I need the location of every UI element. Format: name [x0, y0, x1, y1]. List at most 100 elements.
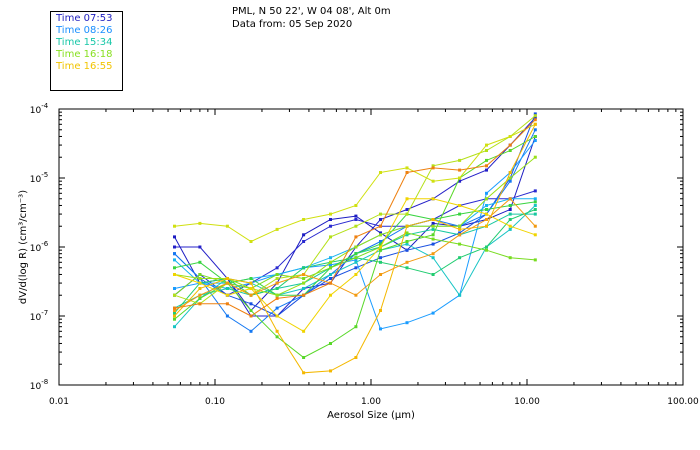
data-point: [302, 233, 306, 237]
y-axis-label: dV/d(log R) (cm³/cm⁻³): [18, 190, 29, 304]
x-axis-label: Aerosol Size (µm): [327, 410, 415, 421]
x-tick-label: 1.00: [361, 397, 381, 407]
chart-header: PML, N 50 22', W 04 08', Alt 0m Data fro…: [232, 5, 391, 31]
data-point: [173, 306, 176, 310]
data-point: [458, 293, 462, 297]
y-tick-label: 10-8: [30, 378, 48, 392]
data-point: [354, 260, 358, 264]
x-tick-label: 0.10: [205, 397, 225, 407]
data-point: [533, 139, 537, 142]
data-point: [198, 287, 202, 290]
data-point: [379, 231, 382, 235]
data-point: [508, 135, 512, 138]
data-point: [275, 314, 279, 318]
data-point: [458, 233, 462, 237]
data-point: [198, 273, 202, 276]
data-point: [173, 314, 176, 318]
data-point: [275, 281, 279, 285]
data-point: [302, 218, 306, 221]
data-point: [198, 245, 202, 249]
data-point: [198, 260, 202, 264]
data-point: [458, 231, 462, 235]
series-line: [174, 140, 536, 330]
data-point: [329, 235, 332, 239]
data-point: [329, 260, 332, 264]
data-point: [275, 227, 279, 231]
data-point: [225, 224, 229, 228]
data-point: [379, 212, 382, 216]
plot-frame: [58, 108, 684, 386]
data-point: [533, 155, 537, 159]
data-point: [405, 266, 409, 270]
data-point: [431, 166, 435, 170]
data-point: [354, 266, 358, 270]
series-group: [173, 112, 537, 375]
data-point: [508, 256, 512, 260]
data-point: [329, 218, 332, 221]
data-point: [431, 256, 435, 260]
data-point: [329, 342, 332, 345]
axis-ticks: 0.01 0.10 1.00 10.00 100.00 10-8 10-7 10-6 10-5 1…: [30, 102, 699, 407]
data-point: [354, 204, 358, 207]
data-point: [405, 242, 409, 246]
data-point: [431, 164, 435, 168]
data-point: [508, 218, 512, 221]
data-point: [173, 293, 176, 297]
data-point: [508, 208, 512, 211]
data-point: [302, 293, 306, 297]
data-point: [198, 293, 202, 297]
data-point: [485, 158, 488, 162]
data-point: [225, 281, 229, 285]
y-tick-label: 10-5: [30, 171, 48, 185]
data-point: [173, 245, 176, 249]
data-point: [533, 204, 537, 207]
data-point: [249, 309, 253, 312]
series-line: [174, 205, 536, 328]
data-point: [329, 212, 332, 216]
data-point: [508, 197, 512, 201]
data-point: [354, 252, 358, 256]
data-point: [458, 204, 462, 207]
data-point: [302, 371, 306, 375]
x-tick-label: 10.00: [514, 397, 540, 407]
data-point: [379, 171, 382, 174]
data-point: [533, 224, 537, 228]
data-point: [458, 224, 462, 228]
data-point: [533, 112, 537, 116]
data-point: [431, 218, 435, 221]
data-point: [249, 281, 253, 285]
data-point: [198, 281, 202, 285]
data-point: [485, 248, 488, 252]
data-point: [485, 197, 488, 201]
data-point: [485, 245, 488, 249]
data-point: [329, 281, 332, 285]
data-point: [405, 233, 409, 237]
data-point: [173, 287, 176, 290]
data-point: [379, 224, 382, 228]
data-point: [329, 224, 332, 228]
data-point: [173, 317, 176, 321]
data-point: [173, 273, 176, 276]
data-point: [225, 287, 229, 290]
data-point: [173, 235, 176, 239]
data-point: [249, 314, 253, 318]
data-point: [431, 237, 435, 241]
data-point: [275, 329, 279, 333]
data-point: [379, 256, 382, 260]
data-point: [485, 191, 488, 195]
y-tick-label: 10-7: [30, 309, 48, 323]
date-line: Data from: 05 Sep 2020: [232, 19, 353, 30]
data-point: [405, 208, 409, 211]
legend-item-1618: Time 16:18: [56, 49, 113, 60]
legend-item-1655: Time 16:55: [56, 61, 113, 72]
data-point: [431, 233, 435, 237]
data-point: [533, 114, 537, 118]
data-point: [354, 245, 358, 249]
series-line: [174, 198, 536, 284]
data-point: [485, 143, 488, 147]
legend-item-1534: Time 15:34: [56, 37, 113, 48]
data-point: [249, 277, 253, 280]
data-point: [533, 200, 537, 204]
data-point: [431, 311, 435, 315]
